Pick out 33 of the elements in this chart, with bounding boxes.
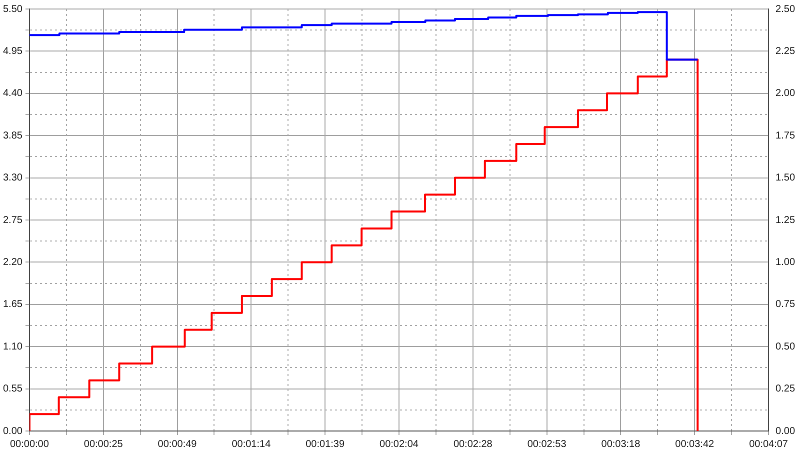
x-tick-label: 00:03:42 — [675, 438, 715, 450]
x-tick-label: 00:01:14 — [232, 438, 272, 450]
y2-tick-label: 0.50 — [776, 341, 796, 352]
x-tick-label: 00:03:18 — [601, 438, 641, 450]
y-tick-label: 3.85 — [2, 130, 23, 142]
y-tick-label: 1.65 — [2, 299, 23, 310]
y2-tick-label: 0.25 — [776, 384, 796, 395]
y2-tick-label: 2.25 — [776, 46, 796, 57]
y-tick-label: 3.30 — [2, 172, 23, 184]
x-tick-label: 00:01:39 — [306, 438, 345, 450]
y-tick-label: 5.50 — [2, 4, 23, 15]
y-tick-label: 0.55 — [2, 384, 23, 395]
x-tick-label: 00:02:53 — [527, 438, 567, 450]
y-tick-label: 2.75 — [2, 214, 23, 226]
y-tick-label: 4.95 — [2, 46, 23, 57]
y-tick-label: 2.20 — [2, 256, 23, 268]
y2-tick-label: 1.50 — [776, 172, 796, 184]
y2-tick-label: 2.50 — [776, 4, 796, 15]
y2-tick-label: 1.00 — [776, 256, 796, 268]
y-tick-label: 4.40 — [2, 88, 23, 100]
x-tick-label: 00:00:00 — [10, 438, 50, 450]
x-tick-label: 00:00:49 — [158, 438, 198, 450]
y-tick-label: 0.00 — [2, 426, 23, 437]
y2-tick-label: 0.00 — [776, 426, 796, 437]
y2-tick-label: 2.00 — [776, 88, 796, 100]
x-tick-label: 00:04:07 — [749, 438, 788, 450]
y2-tick-label: 0.75 — [776, 299, 796, 310]
x-tick-label: 00:02:04 — [380, 438, 419, 450]
y2-tick-label: 1.25 — [776, 214, 796, 226]
y2-tick-label: 1.75 — [776, 130, 796, 142]
x-tick-label: 00:00:25 — [84, 438, 124, 450]
y-tick-label: 1.10 — [2, 341, 23, 352]
x-tick-label: 00:02:28 — [453, 438, 493, 450]
